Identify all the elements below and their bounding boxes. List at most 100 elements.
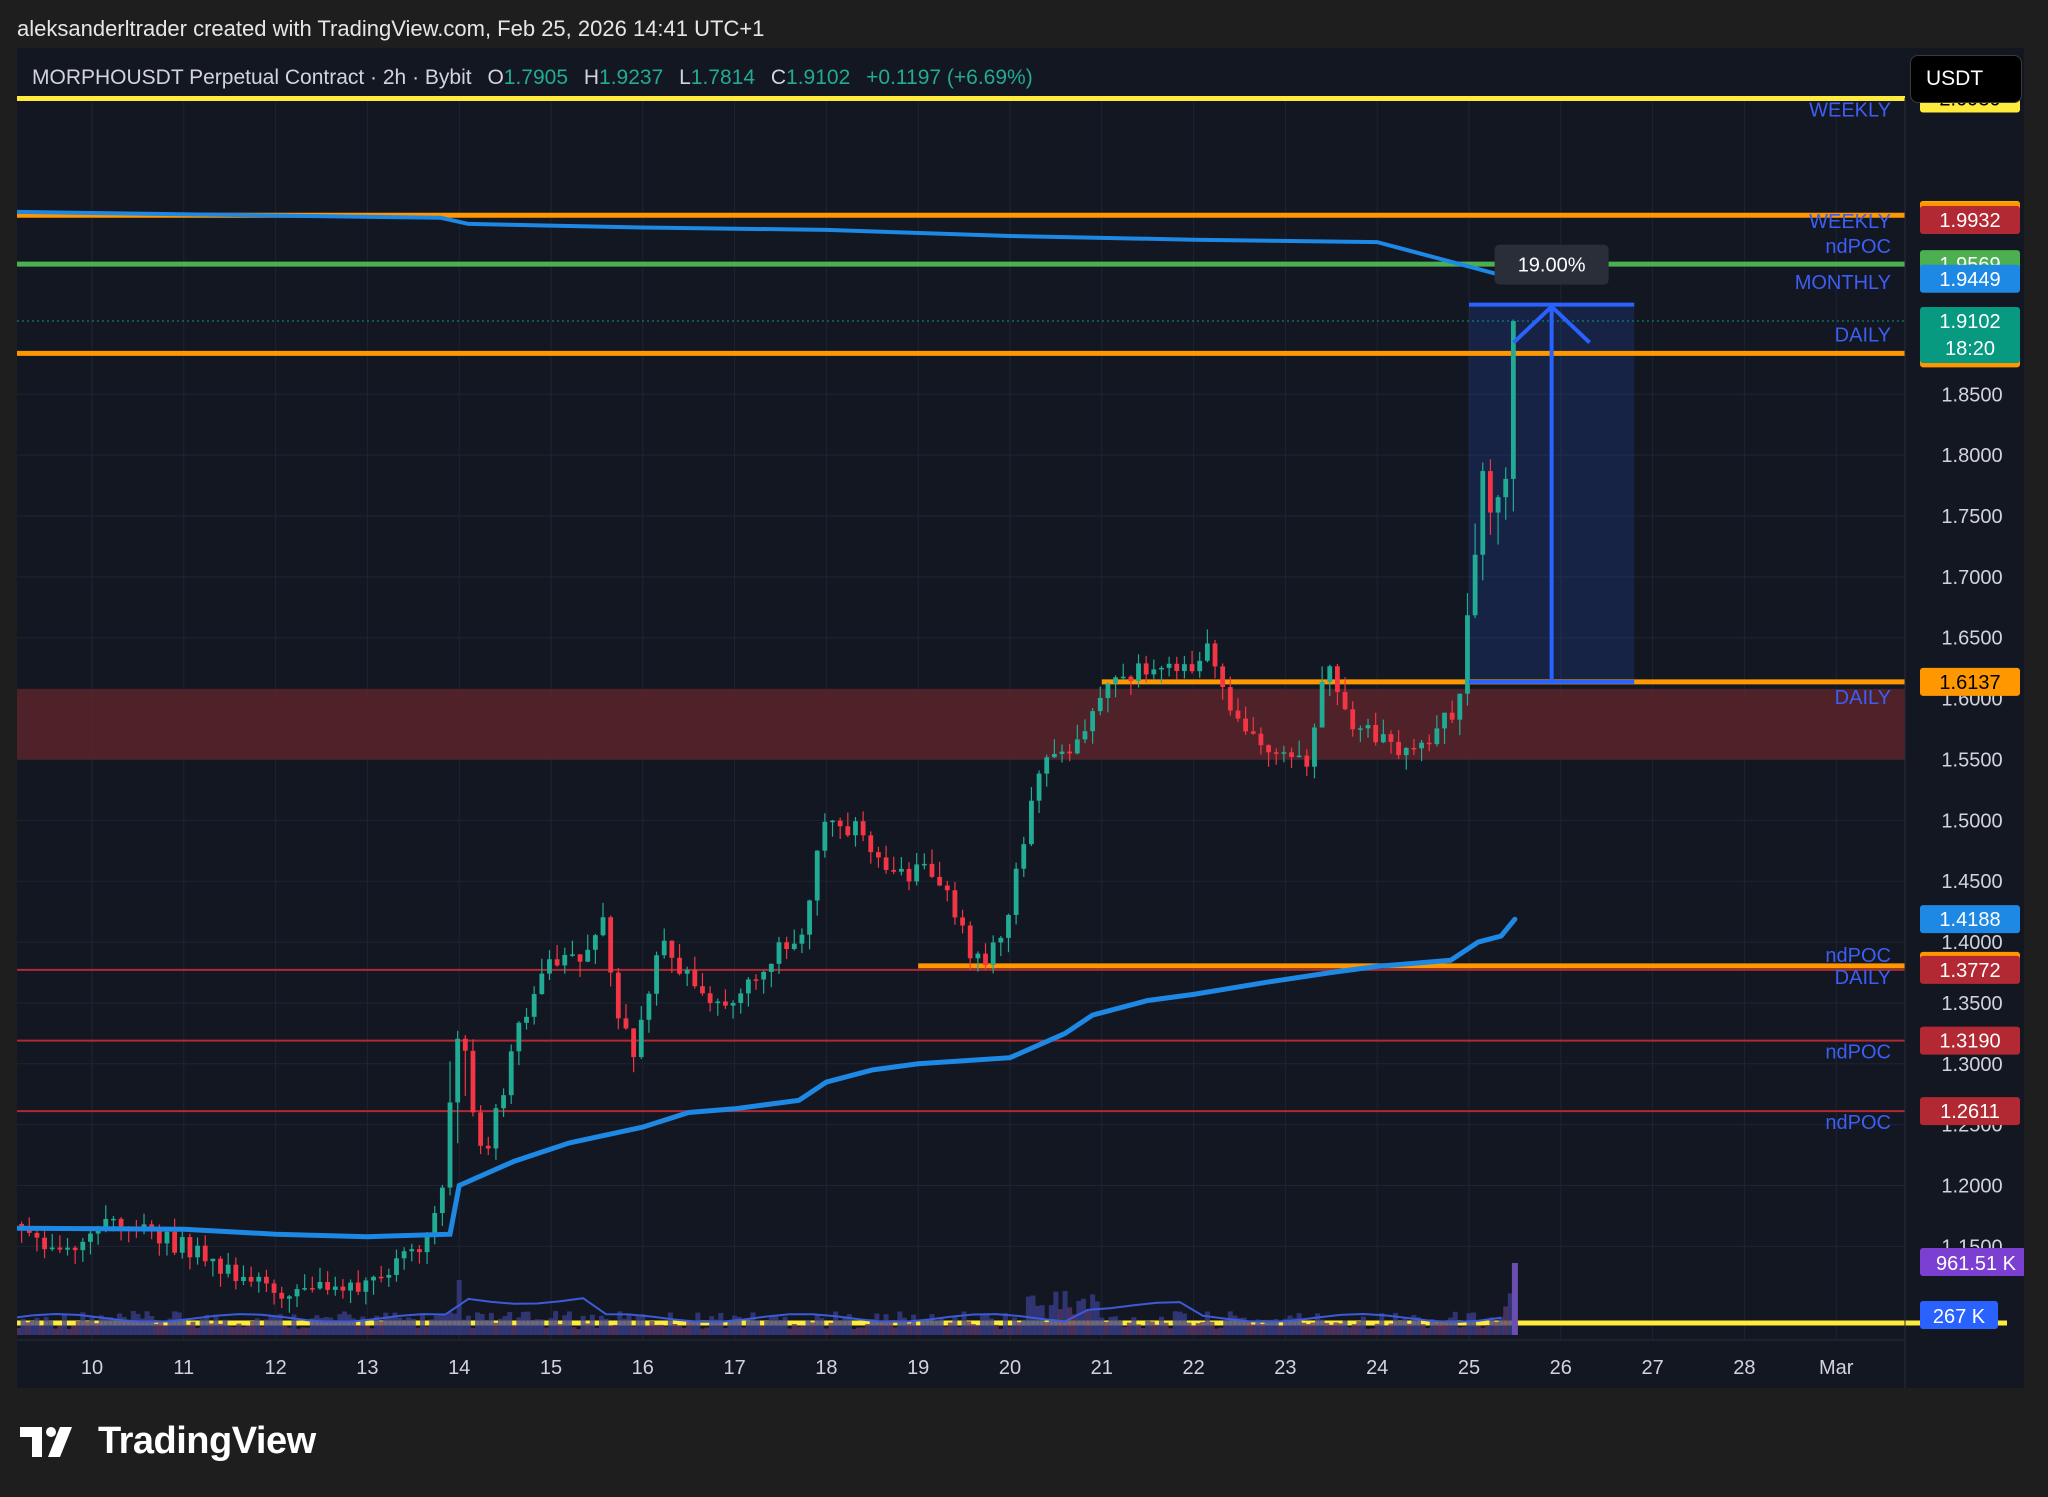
volume-bar [1131,1317,1137,1335]
volume-bar [227,1326,233,1335]
time-tick-label: 21 [1091,1357,1113,1379]
volume-bar [34,1317,40,1335]
volume-bar [741,1327,747,1335]
volume-bar [1136,1324,1142,1335]
volume-bar [346,1314,352,1335]
symbol-name[interactable]: MORPHOUSDT Perpetual Contract · 2h · Byb… [32,66,472,89]
volume-bar [819,1317,825,1335]
currency-button[interactable]: USDT [1910,55,2022,103]
volume-bar [1099,1317,1105,1335]
candle-body [210,1258,216,1262]
candle-body [768,963,774,972]
volume-bar [621,1318,627,1335]
time-tick-label: 23 [1274,1357,1296,1379]
volume-bar [883,1314,889,1335]
volume-bar [1498,1316,1504,1335]
volume-bar [1200,1322,1206,1335]
price-tick-label: 1.4500 [1941,871,2002,893]
volume-bar [530,1319,536,1335]
candle-body [1510,321,1516,479]
volume-bar [1315,1313,1321,1335]
volume-bar [1071,1314,1077,1335]
volume-bar [589,1314,595,1335]
candle-body [860,821,866,836]
volume-bar [406,1317,412,1335]
candle-body [1442,712,1447,729]
volume-bar [447,1312,453,1335]
volume-bar [810,1322,816,1335]
volume-bar [1145,1320,1151,1335]
candle-body [952,890,958,918]
volume-bar [1255,1319,1261,1335]
close-value: 1.9102 [786,66,851,89]
candle-body [592,935,598,950]
volume-bar [1044,1322,1050,1335]
volume-bar [704,1327,710,1335]
volume-bar [433,1315,439,1335]
candle-body [1357,728,1363,730]
volume-bar [727,1320,733,1335]
candle-body [654,955,659,994]
close-label: C [770,66,787,89]
level-price-label: 1.6137 [1939,672,2000,694]
time-tick-label: Mar [1819,1357,1854,1379]
volume-bar [1370,1328,1376,1335]
candle-body [218,1258,223,1274]
tradingview-logo[interactable]: TradingView [20,1420,316,1463]
volume-bar [181,1319,187,1335]
volume-bar [305,1327,311,1335]
candle-body [34,1232,40,1238]
volume-bar [539,1319,545,1335]
candle-body [1380,734,1386,743]
volume-bar [424,1326,430,1335]
volume-bar [195,1327,201,1335]
volume-bar [1448,1317,1454,1335]
volume-bar [576,1328,582,1335]
volume-bar [1507,1293,1513,1335]
volume-bar [1250,1324,1256,1335]
candle-body [1013,868,1019,915]
volume-bar [1191,1325,1197,1335]
candle-body [531,994,537,1017]
volume-bar [89,1317,95,1335]
current-price-tag [1920,307,2020,364]
candle-body [340,1286,346,1291]
candle-body [378,1276,384,1279]
candle-body [585,949,591,962]
volume-bar [732,1315,738,1335]
chart-panel[interactable]: 19.00% 1.8500 1.8000 1.7500 1.7000 1.6500 1.60… [17,48,2024,1388]
candle-body [570,954,575,956]
volume-bar [699,1328,705,1335]
volume-bar [782,1316,788,1335]
time-tick-label: 28 [1733,1357,1755,1379]
volume-bar [1310,1322,1316,1335]
volume-bar [626,1314,632,1335]
volume-bar [419,1314,425,1335]
volume-bar [686,1321,692,1335]
volume-bar [475,1312,481,1335]
level-price-tag [1920,955,2020,984]
volume-bar [1356,1321,1362,1335]
volume-bar [502,1316,508,1335]
volume-bar [309,1318,315,1335]
candle-body [791,943,797,949]
candle-body [88,1233,93,1242]
candle-body [1258,733,1264,746]
time-tick-label: 15 [540,1357,562,1379]
candle-body [493,1108,499,1149]
volume-bar [378,1321,384,1335]
volume-bar [934,1320,940,1335]
volume-bar [773,1315,779,1335]
volume-bar [250,1320,256,1335]
volume-last-tag [1920,1248,2024,1276]
price-chart[interactable]: 19.00%1.85001.80001.75001.70001.65001.60… [17,48,2024,1388]
time-tick-label: 17 [723,1357,745,1379]
candle-body [906,868,912,882]
candle-body [118,1218,124,1227]
volume-bar [562,1315,568,1335]
volume-bar [1273,1319,1279,1335]
symbol-legend: MORPHOUSDT Perpetual Contract · 2h · Byb… [32,66,1033,90]
volume-bar [805,1319,811,1335]
candle-body [516,1022,522,1052]
candle-body [845,826,851,836]
